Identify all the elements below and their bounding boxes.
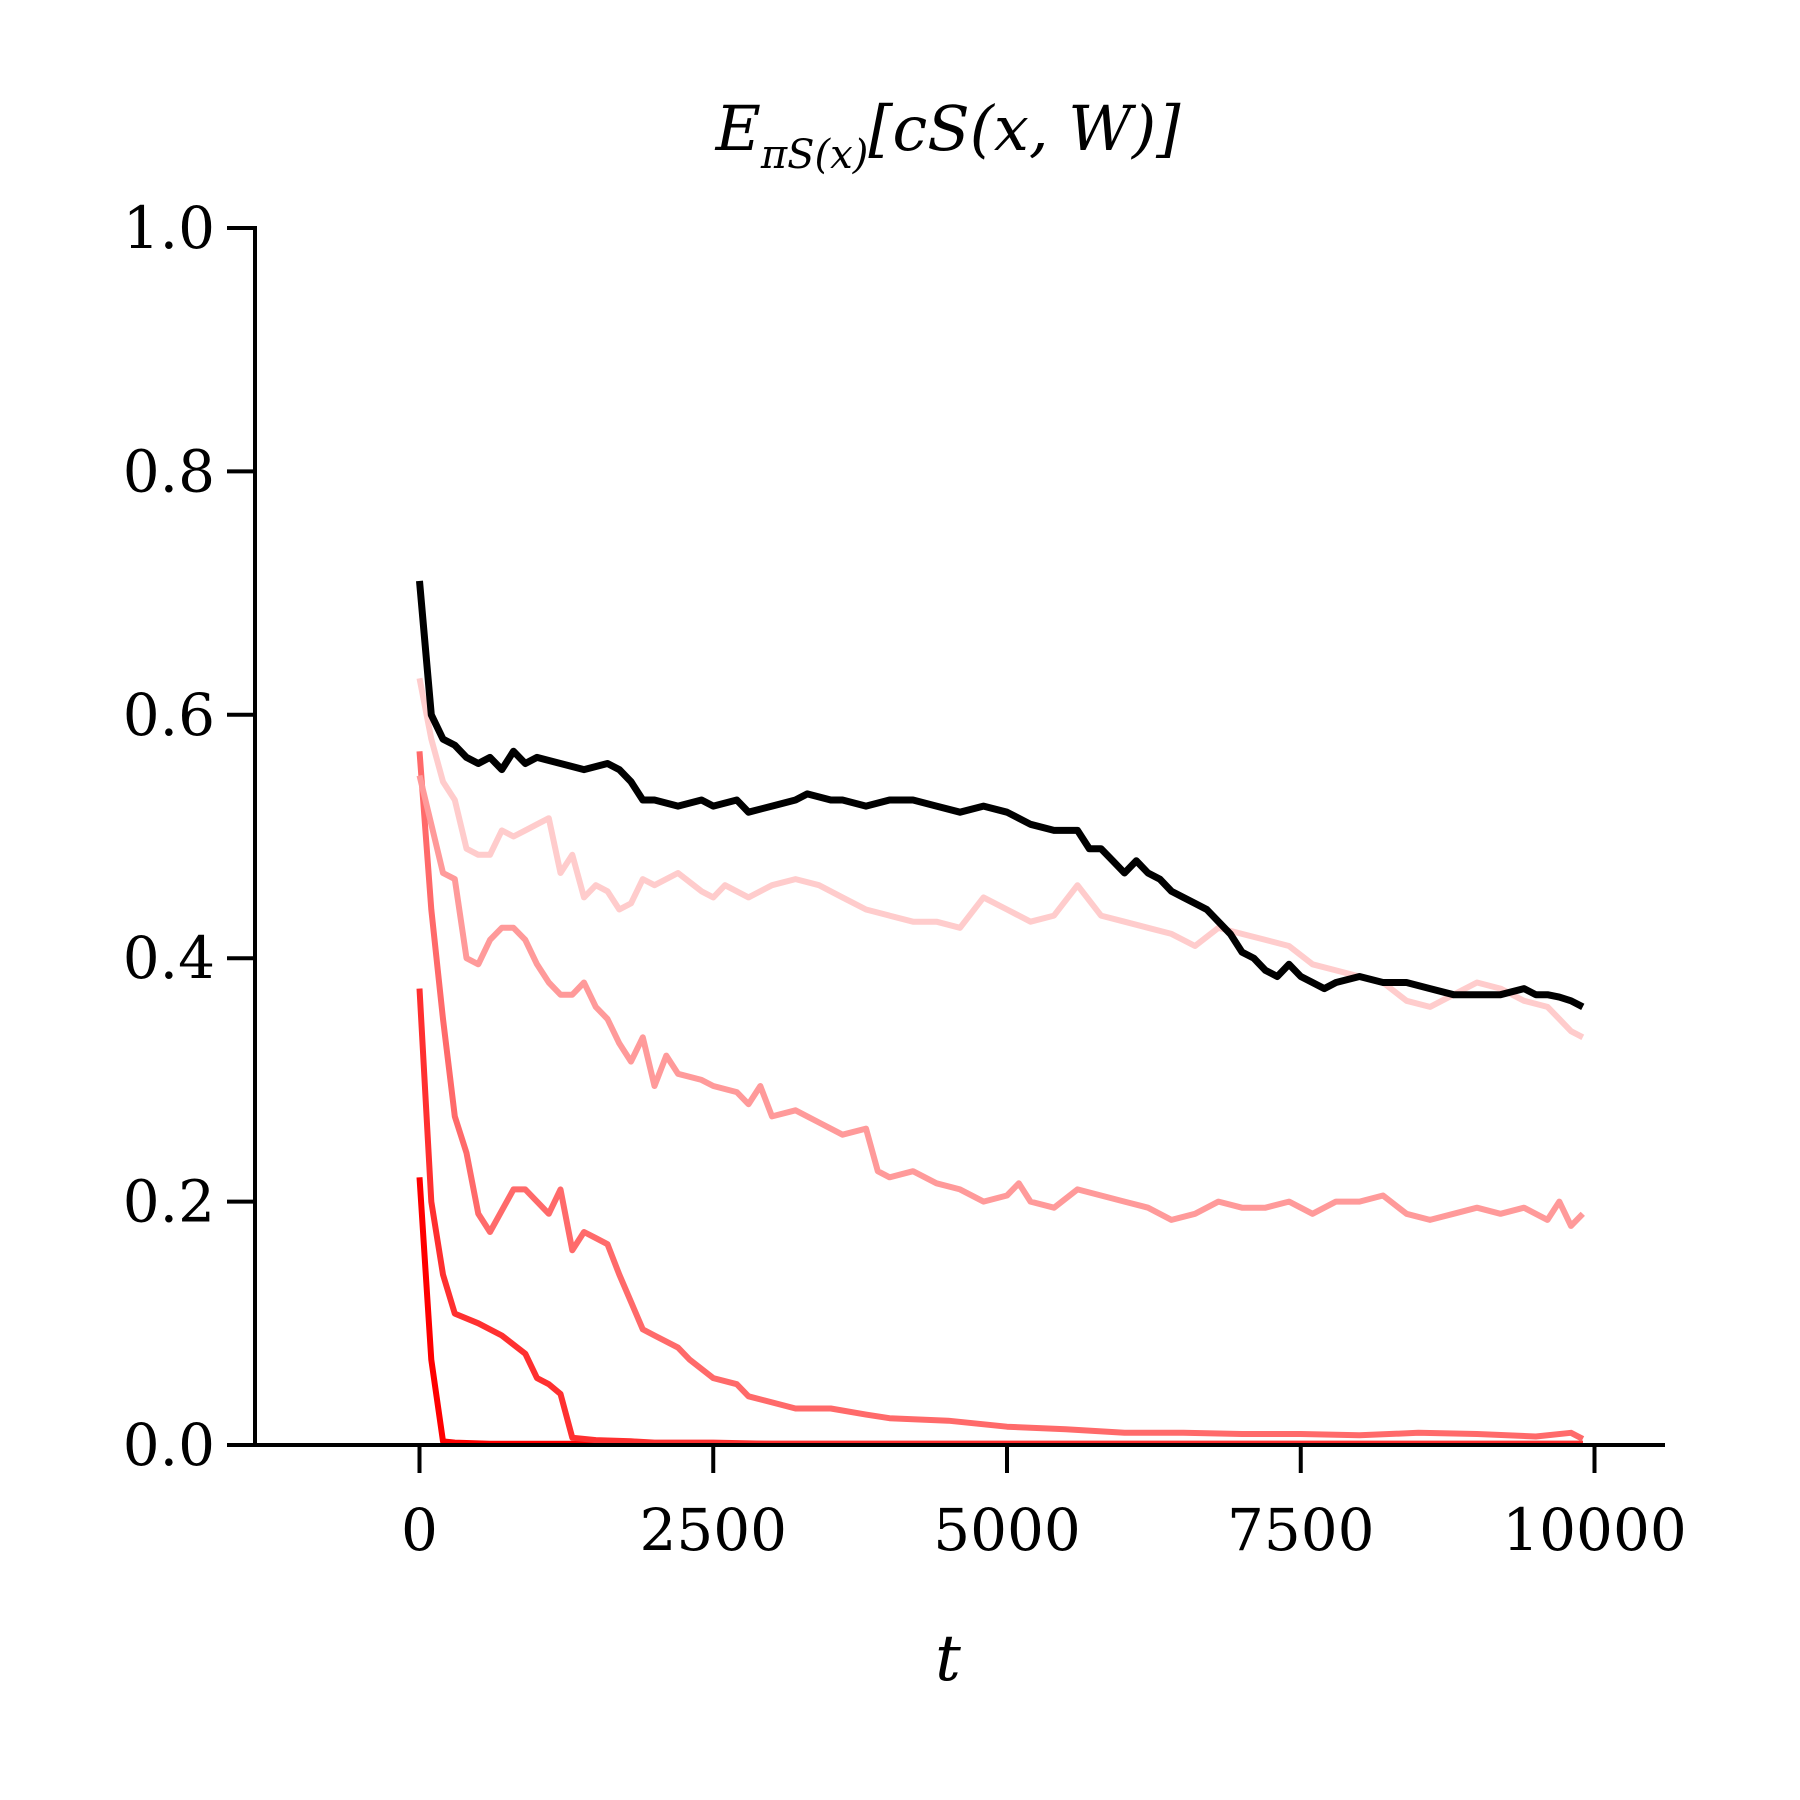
x-tick-label: 0: [401, 1496, 438, 1564]
series-group: [416, 580, 1585, 1447]
x-tick-label: 5000: [933, 1496, 1081, 1564]
chart-title-rest: [cS(x, W)]: [868, 92, 1181, 165]
x-tick-label: 7500: [1227, 1496, 1375, 1564]
chart-title: EπS(x)[cS(x, W)]: [715, 92, 1182, 178]
y-tick-label: 1.0: [123, 194, 215, 262]
ticks: 0.0 0.2 0.4 0.6 0.8 1.0 0 2500 5000 7500 10000: [123, 194, 1687, 1564]
y-tick-label: 0.2: [123, 1168, 215, 1236]
series-line-6: [416, 580, 1585, 1011]
series-line-4: [416, 774, 1585, 1229]
y-tick-label: 0.8: [123, 437, 215, 505]
y-tick-label: 0.4: [123, 924, 215, 992]
x-axis-label: t: [935, 1622, 961, 1696]
series-line-3: [416, 751, 1585, 1442]
chart-title-sub: πS(x): [760, 132, 868, 178]
chart-title-main: E: [715, 92, 761, 165]
x-tick-label: 10000: [1502, 1496, 1687, 1564]
y-tick-label: 0.0: [123, 1411, 215, 1479]
axes: [253, 226, 1665, 1447]
y-tick-label: 0.6: [123, 681, 215, 749]
x-tick-label: 2500: [639, 1496, 787, 1564]
